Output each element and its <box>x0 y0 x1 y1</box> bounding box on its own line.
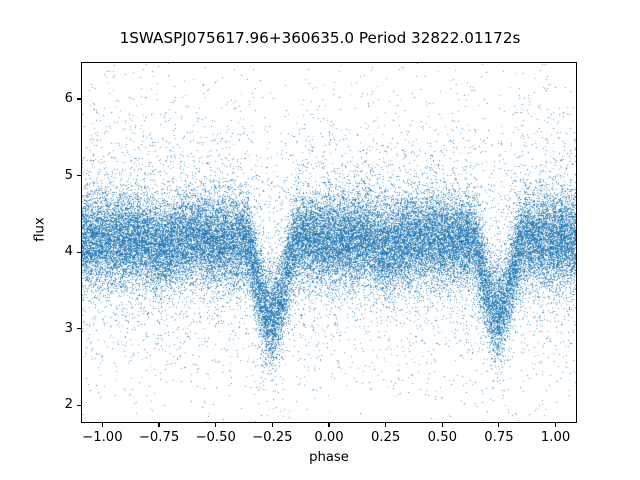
x-axis-tick-mark <box>385 423 387 427</box>
y-axis-tick-label: 6 <box>64 90 73 106</box>
x-axis-tick-mark <box>498 423 500 427</box>
scatter-plot-canvas <box>82 63 576 422</box>
x-axis-tick-mark <box>555 423 557 427</box>
x-axis-tick-mark <box>328 423 330 427</box>
x-axis-tick-label: 0.25 <box>370 430 401 445</box>
x-axis-tick-mark <box>271 423 273 427</box>
x-axis-tick-mark <box>441 423 443 427</box>
x-axis-tick-label: 1.00 <box>540 430 571 445</box>
page-title: 1SWASPJ075617.96+360635.0 Period 32822.0… <box>119 29 521 47</box>
plot-axes <box>81 62 577 423</box>
y-axis-tick-label: 5 <box>64 167 73 183</box>
x-axis-tick-label: −1.00 <box>82 430 123 445</box>
x-axis-tick-label: 0.00 <box>314 430 344 445</box>
x-axis-tick-mark <box>215 423 217 427</box>
x-axis-tick-label: −0.25 <box>252 430 293 445</box>
y-axis-tick-label: 3 <box>64 320 73 336</box>
x-axis-tick-label: −0.75 <box>138 430 180 445</box>
x-axis-label: phase <box>309 450 349 465</box>
x-axis-tick-label: 0.50 <box>427 430 457 445</box>
x-axis-tick-mark <box>101 423 103 427</box>
x-axis-tick-mark <box>158 423 160 427</box>
x-axis-tick-label: −0.50 <box>195 430 236 445</box>
y-axis-tick-label: 2 <box>64 397 73 413</box>
y-axis-label: flux <box>32 217 48 242</box>
x-axis-tick-label: 0.75 <box>484 430 514 445</box>
